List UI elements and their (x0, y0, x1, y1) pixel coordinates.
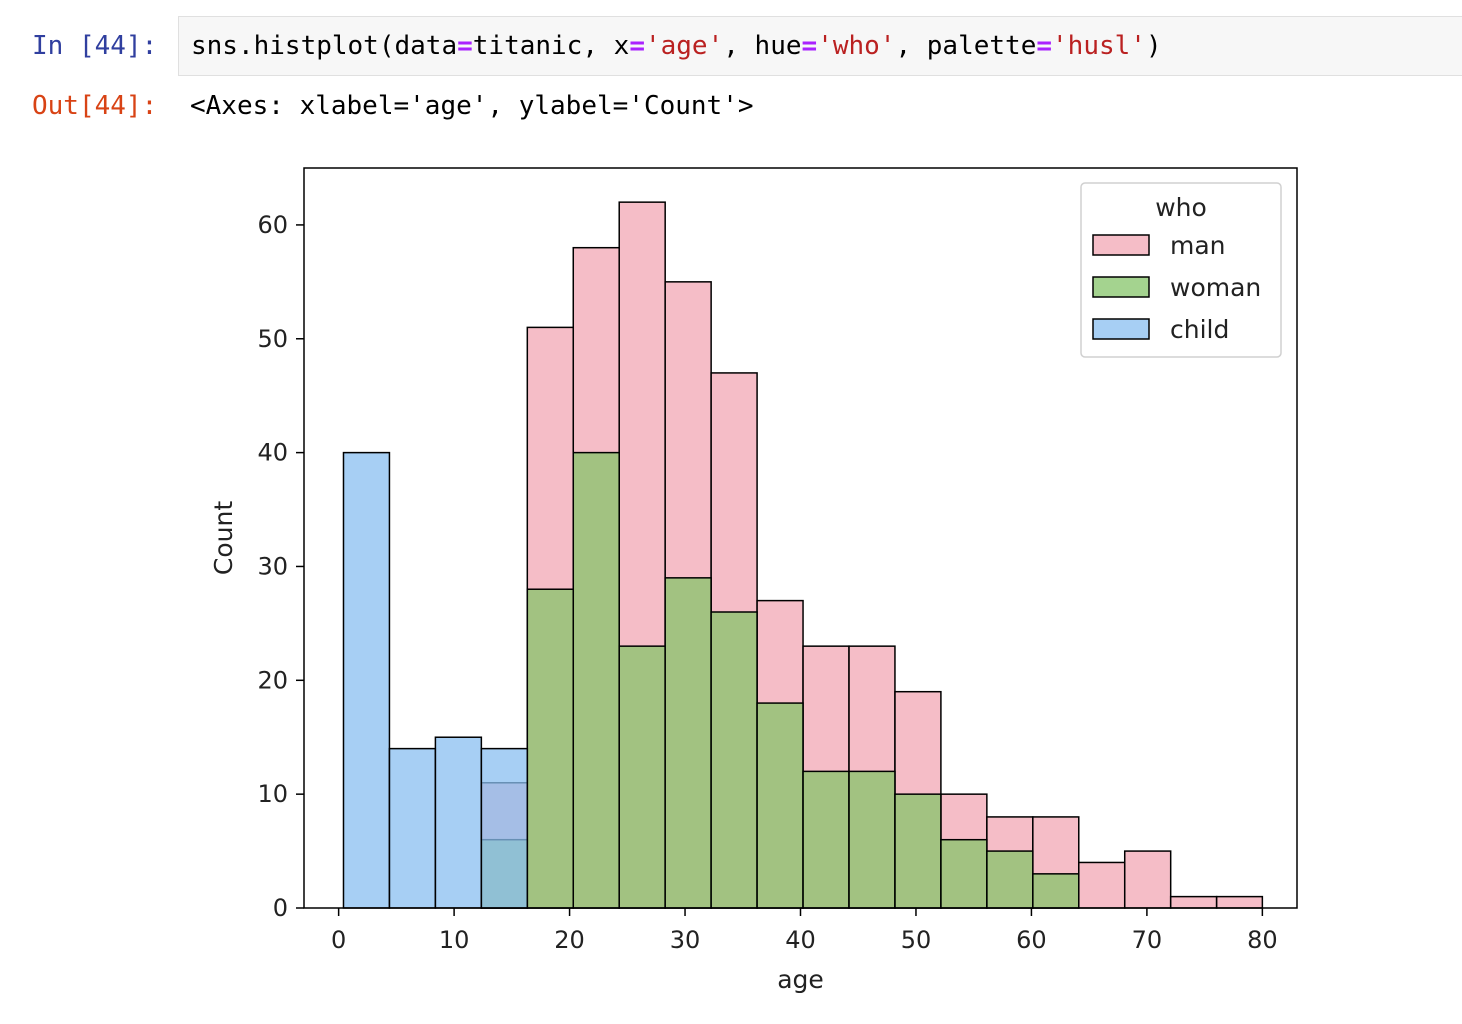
input-prompt: In [44]: (32, 31, 158, 61)
bar-woman (572, 451, 620, 909)
bar-woman (618, 645, 666, 909)
x-tick-label: 30 (670, 926, 701, 954)
y-axis-label: Count (209, 501, 238, 575)
x-tick-label: 10 (439, 926, 470, 954)
y-tick-label: 50 (257, 325, 288, 353)
y-tick-label: 0 (273, 894, 288, 922)
legend-label-man: man (1170, 231, 1226, 260)
x-tick-label: 40 (785, 926, 816, 954)
legend-label-child: child (1170, 315, 1229, 344)
code-arg: titanic, x (472, 31, 630, 61)
bar-woman (664, 577, 712, 909)
output-text: <Axes: xlabel='age', ylabel='Count'> (190, 91, 754, 121)
code-arg: , palette (895, 31, 1037, 61)
code-operator: = (457, 31, 473, 61)
code-func: sns.histplot(data (191, 31, 458, 61)
bar-woman (756, 702, 804, 909)
bar-man (1169, 895, 1218, 909)
bar-child (342, 451, 391, 909)
code-string: 'husl' (1052, 31, 1146, 61)
bar-woman (526, 588, 575, 909)
ticks-layer: 0 10 20 30 40 50 60 70 80 0 10 20 30 40 50 60 (257, 211, 1277, 954)
y-tick-label: 20 (257, 666, 288, 694)
bar-woman (986, 850, 1034, 909)
output-prompt: Out[44]: (32, 91, 158, 121)
legend[interactable]: who man woman child (1080, 182, 1282, 358)
x-axis-label: age (777, 965, 824, 994)
code-string: 'who' (817, 31, 896, 61)
legend-box (1080, 182, 1282, 358)
bar-man (1215, 895, 1264, 909)
bar-woman (940, 838, 988, 909)
y-tick-label: 30 (257, 552, 288, 580)
bar-child (434, 736, 483, 909)
code-operator: = (629, 31, 645, 61)
legend-title: who (1155, 193, 1207, 222)
bar-man (1078, 861, 1126, 909)
legend-swatch-woman (1092, 276, 1150, 298)
code-string: 'age' (644, 31, 724, 61)
code-arg: , hue (723, 31, 802, 61)
code-close-paren: ) (1145, 31, 1162, 61)
bar-woman (848, 770, 896, 909)
code-cell[interactable]: sns.histplot(data=titanic, x='age', hue=… (178, 16, 1462, 76)
y-tick-label: 60 (257, 211, 288, 239)
bar-man (1123, 850, 1172, 909)
y-tick-label: 10 (257, 780, 288, 808)
x-tick-label: 50 (901, 926, 932, 954)
x-tick-label: 0 (331, 926, 346, 954)
code-operator: = (801, 31, 818, 61)
legend-swatch-man (1092, 234, 1150, 256)
legend-label-woman: woman (1170, 273, 1261, 302)
x-tick-label: 80 (1247, 926, 1278, 954)
x-tick-label: 60 (1016, 926, 1047, 954)
bar-woman (802, 770, 850, 909)
bar-child (388, 747, 437, 909)
legend-swatch-child (1092, 318, 1150, 340)
y-tick-label: 40 (257, 439, 288, 467)
bar-woman (894, 793, 942, 909)
code-operator: = (1036, 31, 1053, 61)
legend-entries: man woman child (1092, 231, 1261, 344)
bar-child (480, 747, 529, 909)
bar-woman (710, 611, 758, 909)
bar-woman (1032, 873, 1080, 909)
x-tick-label: 70 (1132, 926, 1163, 954)
x-tick-label: 20 (554, 926, 585, 954)
